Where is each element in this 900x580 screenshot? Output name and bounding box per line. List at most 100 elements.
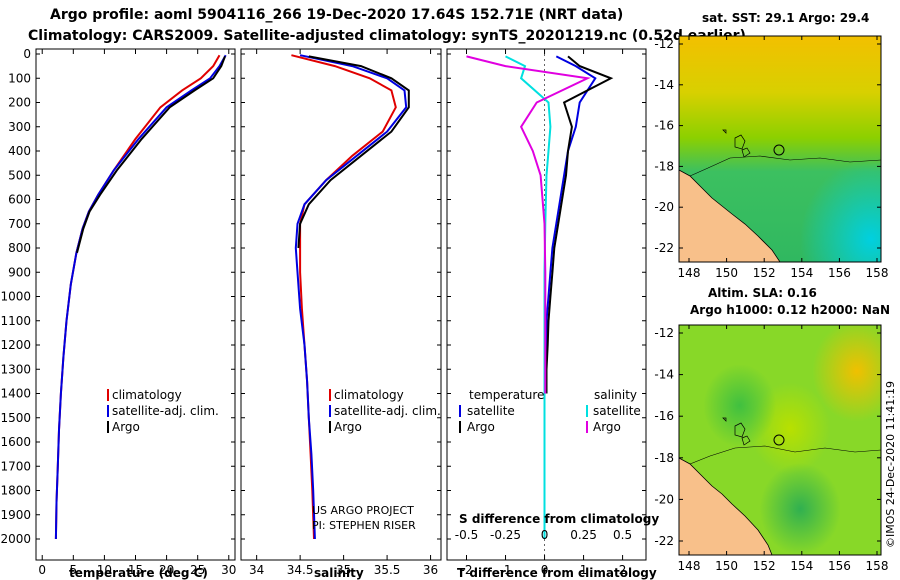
series-temperature-argo (545, 55, 614, 394)
depth-tick-label: 1100 (0, 314, 31, 328)
temp-xlabel: temperature (deg C) (69, 566, 208, 580)
x-tick-label: -1 (500, 563, 512, 577)
sla-argo-location (773, 434, 785, 446)
sla-map-ticks: -12 -14 -16 -18 -20 -22 148 150 152 154 156 158 (654, 325, 888, 573)
sst-contour (689, 155, 882, 177)
diff-xlabel: T difference from climatology (457, 566, 657, 580)
sla-map-frame (678, 324, 882, 556)
s-tick-label: 0 (541, 528, 549, 542)
depth-tick-label: 0 (23, 47, 31, 61)
lon-tick-label: 148 (678, 559, 701, 573)
depth-tick-label: 600 (8, 193, 31, 207)
legend-temp-satellite: satellite (467, 404, 515, 418)
lon-tick-label: 150 (715, 559, 738, 573)
imos-stamp: ©IMOS 24-Dec-2020 11:41:19 (884, 381, 897, 548)
sal-xlabel: salinity (314, 566, 364, 580)
series-climatology (291, 54, 397, 540)
series-salinity-argo (466, 55, 591, 394)
sla-map (678, 324, 882, 556)
legend-sal-satellite: satellite (593, 404, 641, 418)
lon-tick-label: 152 (753, 559, 776, 573)
x-tick-label: 2 (619, 563, 627, 577)
legend-climatology: climatology (112, 388, 182, 402)
x-tick-label: 10 (97, 563, 112, 577)
lat-tick-label: -20 (654, 492, 674, 506)
x-tick-labels: 0 5 10 15 20 25 30 34 34.5 35 35.5 36 -2 -1 0 1 2 -0.5 -0.… (38, 528, 632, 577)
series-argo (297, 55, 410, 249)
x-tick-label: 35.5 (374, 563, 401, 577)
lon-tick-label: 156 (828, 559, 851, 573)
lon-tick-label: 148 (678, 266, 701, 280)
depth-tick-label: 500 (8, 168, 31, 182)
x-tick-label: 34.5 (287, 563, 314, 577)
depth-tick-label: 800 (8, 241, 31, 255)
depth-tick-label: 1300 (0, 362, 31, 376)
depth-tick-label: 1400 (0, 387, 31, 401)
x-tick-label: 20 (159, 563, 174, 577)
x-tick-label: 30 (221, 563, 236, 577)
salinity-panel (240, 48, 442, 561)
credit-project: US ARGO PROJECT (312, 504, 414, 517)
legend-satellite: satellite-adj. clim. (334, 404, 441, 418)
sla-contour (689, 445, 882, 465)
profile-series (54, 54, 614, 540)
series-climatology (54, 54, 221, 540)
depth-tick-label: 900 (8, 265, 31, 279)
lat-tick-label: -18 (654, 451, 674, 465)
sla-reefs (722, 417, 751, 446)
series-temperature-satellite (544, 55, 597, 394)
depth-tick-label: 100 (8, 71, 31, 85)
sst-map-ticks: -12 -14 -16 -18 -20 -22 148 150 152 154 156 158 (654, 36, 888, 280)
legend-climatology: climatology (334, 388, 404, 402)
depth-tick-label: 1200 (0, 338, 31, 352)
sst-reefs (722, 129, 751, 158)
lat-tick-label: -12 (654, 37, 674, 51)
legend-argo: Argo (334, 420, 362, 434)
diff-legend: temperature salinity satellite Argo sate… (459, 388, 641, 434)
x-tick-label: 34 (249, 563, 264, 577)
legend-satellite: satellite-adj. clim. (112, 404, 219, 418)
lon-tick-label: 158 (866, 559, 889, 573)
depth-tick-label: 1600 (0, 435, 31, 449)
lat-tick-label: -18 (654, 159, 674, 173)
lat-tick-label: -22 (654, 534, 674, 548)
lat-tick-label: -20 (654, 200, 674, 214)
depth-tick-label: 1000 (0, 290, 31, 304)
depth-tick-label: 300 (8, 120, 31, 134)
series-argo (76, 56, 226, 254)
legend-temp-argo: Argo (467, 420, 495, 434)
lat-tick-label: -14 (654, 368, 674, 382)
x-tick-label: -2 (461, 563, 473, 577)
series-salinity-satellite (505, 55, 552, 539)
x-tick-label: 35 (336, 563, 351, 577)
lon-tick-label: 158 (866, 266, 889, 280)
lon-tick-label: 152 (753, 266, 776, 280)
lat-tick-label: -16 (654, 409, 674, 423)
s-tick-label: 0.25 (570, 528, 597, 542)
sal-legend: climatology satellite-adj. clim. Argo (329, 388, 441, 434)
s-tick-label: 0.5 (613, 528, 632, 542)
lat-tick-label: -14 (654, 78, 674, 92)
depth-tick-label: 1800 (0, 484, 31, 498)
x-tick-label: 0 (541, 563, 549, 577)
x-tick-label: 5 (69, 563, 77, 577)
legend-sal-head: salinity (594, 388, 637, 402)
temperature-panel (35, 48, 236, 561)
header-line2: Climatology: CARS2009. Satellite-adjuste… (28, 28, 746, 44)
temp-legend: climatology satellite-adj. clim. Argo (107, 388, 219, 434)
lat-tick-label: -16 (654, 119, 674, 133)
x-tick-label: 1 (580, 563, 588, 577)
lon-tick-label: 150 (715, 266, 738, 280)
sla-map-title2: Argo h1000: 0.12 h2000: NaN (690, 303, 890, 317)
depth-axis: 0 100 200 300 400 500 600 700 800 900 1000 1100 1200… (0, 47, 31, 546)
x-tick-label: 36 (423, 563, 438, 577)
lon-tick-label: 154 (790, 559, 813, 573)
depth-tick-label: 1500 (0, 411, 31, 425)
legend-sal-argo: Argo (593, 420, 621, 434)
legend-argo: Argo (112, 420, 140, 434)
s-tick-label: -0.5 (455, 528, 478, 542)
difference-panel (446, 48, 647, 561)
depth-tick-label: 200 (8, 96, 31, 110)
depth-tick-label: 1700 (0, 459, 31, 473)
